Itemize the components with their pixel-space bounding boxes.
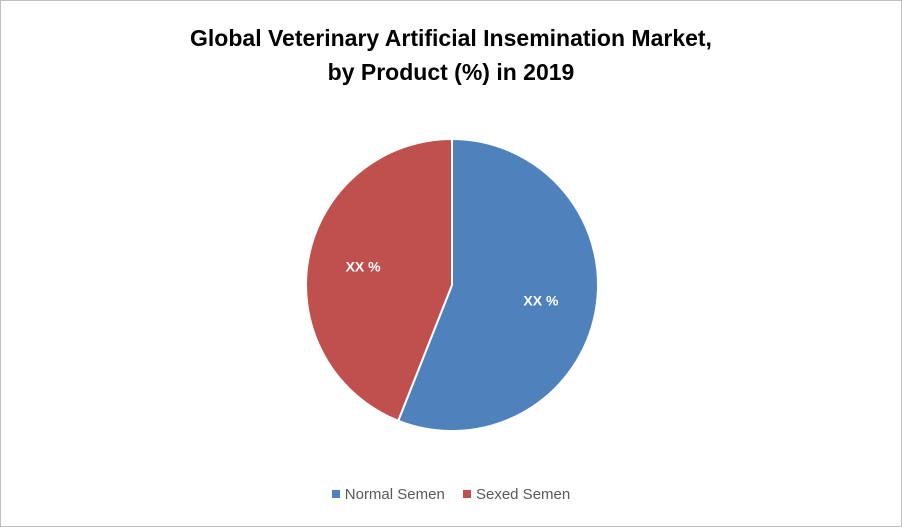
legend-label-normal-semen: Normal Semen [344,485,445,503]
data-label-normal-semen: XX % [523,293,559,309]
chart-title-line-2: by Product (%) in 2019 [327,59,575,85]
pie-slice-normal-semen [396,137,599,432]
legend-swatch-normal-semen [331,490,340,498]
pie-data-labels: XX % XX % [346,259,559,309]
legend-item-sexed-semen: Sexed Semen [462,485,571,503]
data-label-sexed-semen: XX % [346,259,382,275]
chart-title: Global Veterinary Artificial Inseminatio… [1,21,901,89]
legend-label-sexed-semen: Sexed Semen [475,485,571,503]
legend-swatch-sexed-semen [462,490,471,498]
pie-slices [305,137,599,432]
legend: Normal Semen Sexed Semen [1,485,901,503]
chart-title-line-1: Global Veterinary Artificial Inseminatio… [190,25,712,51]
legend-item-normal-semen: Normal Semen [331,485,445,503]
pie-slice-sexed-semen [305,137,453,423]
